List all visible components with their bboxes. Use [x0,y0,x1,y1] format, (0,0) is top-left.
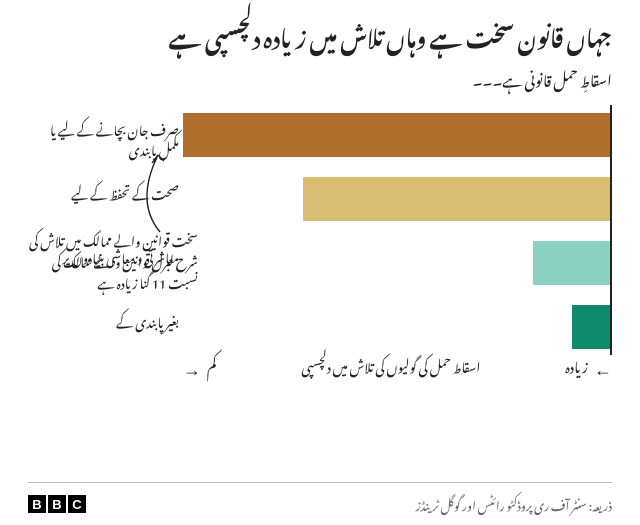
axis-left-label: زیادہ [565,347,588,382]
axis-center-label: اسقاط حمل کی گولیوں کی تلاش میں دلچسپی [301,355,480,375]
chart: سخت قوانین والے ممالک میں تلاش کی شرح لب… [28,105,612,395]
source-text: ذریعہ: سنٹر آف ری پروڈکٹو رائٹس اور گوگل… [416,489,612,519]
chart-plot-area [183,105,612,355]
bbc-logo: B B C [28,495,86,513]
bar [533,241,610,285]
bar-row [183,113,610,157]
arrow-left-icon: ← [594,342,612,387]
bar-label: صرف جان بچانے کے لیے یا مکمل پابندی [34,118,179,158]
footer: B B C ذریعہ: سنٹر آف ری پروڈکٹو رائٹس او… [28,482,612,519]
arrow-right-icon: → [183,342,201,387]
bbc-logo-b2: B [48,495,66,513]
bar-row [183,177,610,221]
axis-left-end: ← زیادہ [565,342,612,387]
bar [303,177,610,221]
bbc-logo-c: C [68,495,86,513]
bar-label: صحت کے تحفظ کے لیے [34,182,179,202]
chart-subtitle: اسقاطِ حمل قانونی ہے۔۔۔ [28,65,612,89]
bar-row [183,241,610,285]
axis-right-end: کم → [183,342,217,387]
bar-label: بغیر پابندی کے [34,310,179,330]
bar [183,113,610,157]
chart-title: جہاں قانون سخت ہے وہاں تلاش میں زیادہ دل… [28,18,612,51]
x-axis: ← زیادہ اسقاط حمل کی گولیوں کی تلاش میں … [183,342,612,387]
bbc-logo-b1: B [28,495,46,513]
axis-right-label: کم [207,347,217,382]
bar-label: معاشرتی و معاشی بنیادوں پر [34,246,179,266]
footer-divider [28,482,612,483]
